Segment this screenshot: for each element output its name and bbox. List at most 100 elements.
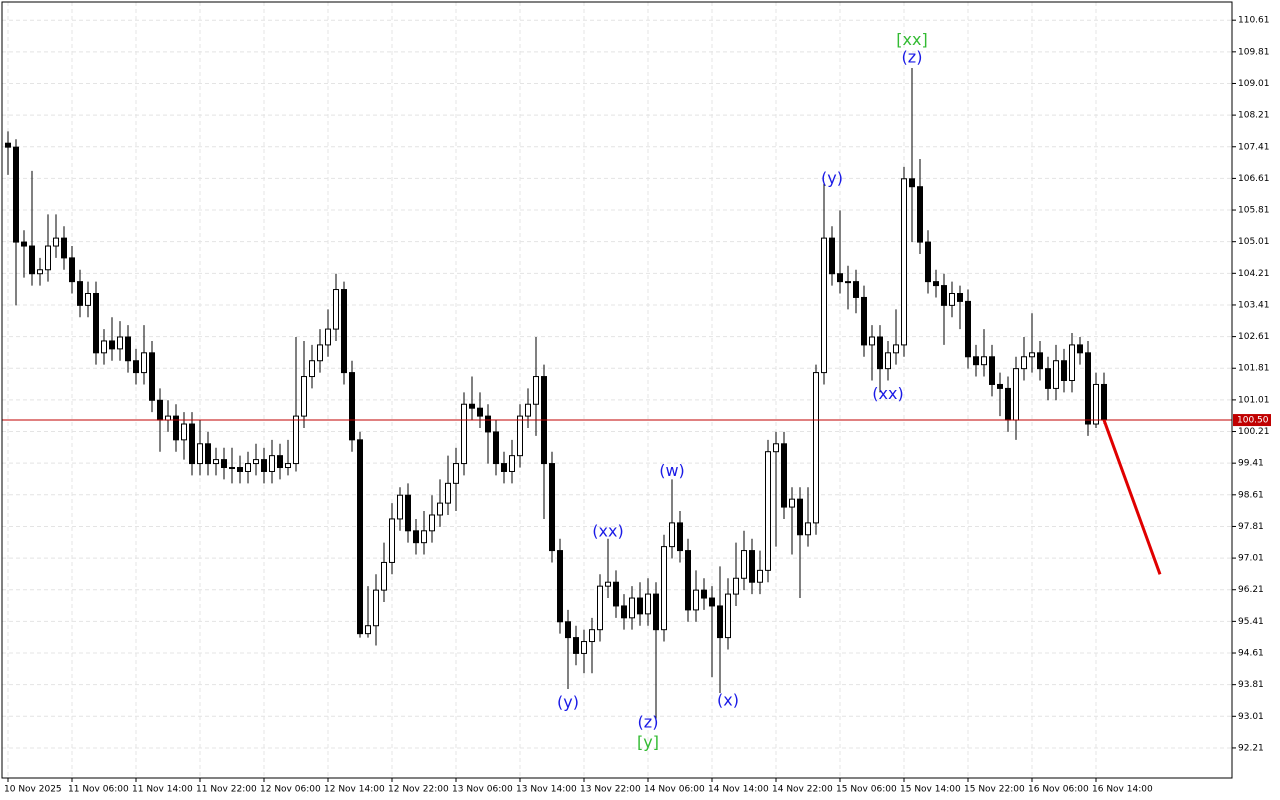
candle-body xyxy=(349,372,355,441)
x-tick-label: 12 Nov 22:00 xyxy=(388,785,449,795)
candle-body xyxy=(197,443,203,465)
y-tick-label: 108.21 xyxy=(1238,111,1270,121)
candle-body xyxy=(725,593,731,639)
candle-body xyxy=(837,273,843,283)
candle-body xyxy=(109,340,115,350)
candle-body xyxy=(669,522,675,548)
candle-body xyxy=(333,289,339,330)
candle-body xyxy=(901,178,907,346)
candle-body xyxy=(1077,344,1083,354)
candle-body xyxy=(885,352,891,370)
candle-body xyxy=(13,146,19,243)
candle-body xyxy=(429,514,435,532)
candle-body xyxy=(325,328,331,346)
candle-body xyxy=(493,431,499,465)
candle-body xyxy=(757,569,763,583)
wave-label: (y) xyxy=(821,168,843,187)
candle-body xyxy=(917,186,923,243)
current-price-box xyxy=(1233,414,1271,427)
wave-label: (w) xyxy=(659,461,685,480)
candle-body xyxy=(701,589,707,599)
y-tick-label: 92.21 xyxy=(1238,743,1264,753)
candle-body xyxy=(549,463,555,552)
wave-label: (y) xyxy=(557,692,579,711)
candle-body xyxy=(277,455,283,469)
candle-body xyxy=(77,281,83,306)
x-tick-label: 10 Nov 2025 xyxy=(4,785,62,795)
candle-body xyxy=(189,423,195,465)
candle-body xyxy=(877,336,883,370)
candle-body xyxy=(229,467,235,470)
candle-body xyxy=(469,403,475,409)
y-tick-label: 105.81 xyxy=(1238,206,1270,216)
x-tick-label: 11 Nov 06:00 xyxy=(68,785,129,795)
candle-body xyxy=(389,518,395,563)
candle-body xyxy=(405,494,411,532)
y-tick-label: 100.21 xyxy=(1238,427,1270,437)
candle-body xyxy=(909,178,915,188)
wave-label: (z) xyxy=(902,48,923,67)
candle-body xyxy=(21,241,27,247)
wave-label: [y] xyxy=(637,732,659,751)
candle-body xyxy=(853,281,859,298)
candle-body xyxy=(845,281,851,284)
candle-body xyxy=(485,415,491,433)
candle-body xyxy=(445,482,451,504)
x-tick-label: 14 Nov 22:00 xyxy=(772,785,833,795)
candle-body xyxy=(813,372,819,524)
y-tick-label: 97.01 xyxy=(1238,554,1264,564)
y-tick-label: 101.81 xyxy=(1238,364,1270,374)
candle-body xyxy=(997,383,1003,389)
candle-body xyxy=(301,376,307,417)
candle-body xyxy=(629,597,635,619)
candle-body xyxy=(765,451,771,571)
candle-body xyxy=(869,336,875,346)
candle-body xyxy=(645,593,651,615)
candle-body xyxy=(1037,352,1043,370)
x-tick-label: 15 Nov 14:00 xyxy=(900,785,961,795)
candle-body xyxy=(1029,352,1035,358)
wave-label: (z) xyxy=(638,713,659,732)
candle-body xyxy=(397,494,403,520)
candle-body xyxy=(781,443,787,508)
y-tick-label: 99.41 xyxy=(1238,459,1264,469)
candle-body xyxy=(1053,360,1059,389)
candle-body xyxy=(789,498,795,508)
candle-body xyxy=(613,581,619,607)
candle-body xyxy=(1005,387,1011,421)
y-tick-label: 97.81 xyxy=(1238,522,1264,532)
candle-body xyxy=(1085,352,1091,425)
candle-body xyxy=(293,415,299,465)
candle-body xyxy=(477,407,483,417)
candle-body xyxy=(461,403,467,465)
candle-body xyxy=(261,459,267,472)
candle-body xyxy=(925,241,931,283)
y-tick-label: 93.81 xyxy=(1238,680,1264,690)
y-tick-label: 102.61 xyxy=(1238,332,1270,342)
candle-body xyxy=(269,455,275,472)
y-tick-label: 95.41 xyxy=(1238,617,1264,627)
candle-body xyxy=(29,245,35,275)
candle-body xyxy=(1069,344,1075,382)
candle-body xyxy=(805,522,811,536)
candle-body xyxy=(517,415,523,457)
candle-body xyxy=(93,292,99,354)
candle-body xyxy=(165,415,171,421)
candle-body xyxy=(661,546,667,631)
candle-body xyxy=(37,269,43,275)
candle-body xyxy=(1061,360,1067,382)
candle-body xyxy=(1093,383,1099,425)
candle-body xyxy=(141,352,147,374)
candle-body xyxy=(1101,383,1107,421)
y-tick-label: 93.01 xyxy=(1238,712,1264,722)
candle-body xyxy=(565,621,571,639)
y-tick-label: 109.81 xyxy=(1238,47,1270,57)
candle-body xyxy=(957,292,963,302)
candle-body xyxy=(525,403,531,417)
candle-body xyxy=(581,641,587,654)
y-tick-label: 105.01 xyxy=(1238,237,1270,247)
y-tick-label: 109.01 xyxy=(1238,79,1270,89)
x-tick-label: 14 Nov 06:00 xyxy=(644,785,705,795)
candle-body xyxy=(285,463,291,469)
